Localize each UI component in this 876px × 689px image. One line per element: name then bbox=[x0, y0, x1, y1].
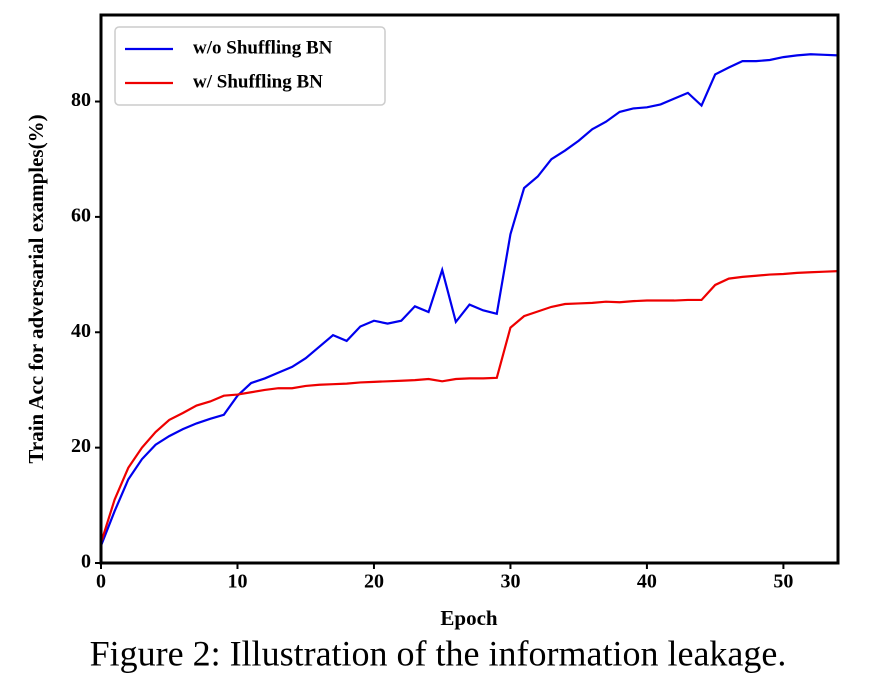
x-tick-label: 10 bbox=[227, 571, 247, 593]
x-tick-label: 40 bbox=[637, 571, 657, 593]
legend-label: w/ Shuffling BN bbox=[193, 71, 323, 92]
y-tick-label: 20 bbox=[71, 435, 91, 457]
data-line bbox=[99, 53, 839, 547]
legend-label: w/o Shuffling BN bbox=[193, 37, 333, 58]
y-tick-label: 40 bbox=[71, 320, 91, 342]
y-tick-label: 80 bbox=[71, 89, 91, 111]
x-tick-label: 20 bbox=[364, 571, 384, 593]
y-tick-label: 0 bbox=[81, 551, 91, 573]
x-tick-label: 50 bbox=[773, 571, 793, 593]
data-line bbox=[99, 270, 839, 544]
caption: Figure 2: Illustration of the informatio… bbox=[90, 633, 787, 673]
plot-frame bbox=[99, 13, 840, 565]
x-tick-label: 30 bbox=[500, 571, 520, 593]
y-tick-label: 60 bbox=[71, 204, 91, 226]
legend-box bbox=[114, 26, 386, 106]
y-axis-label: Train Acc for adversarial examples(%) bbox=[24, 114, 48, 463]
x-tick-label: 0 bbox=[96, 571, 106, 593]
x-axis-label: Epoch bbox=[440, 606, 498, 630]
